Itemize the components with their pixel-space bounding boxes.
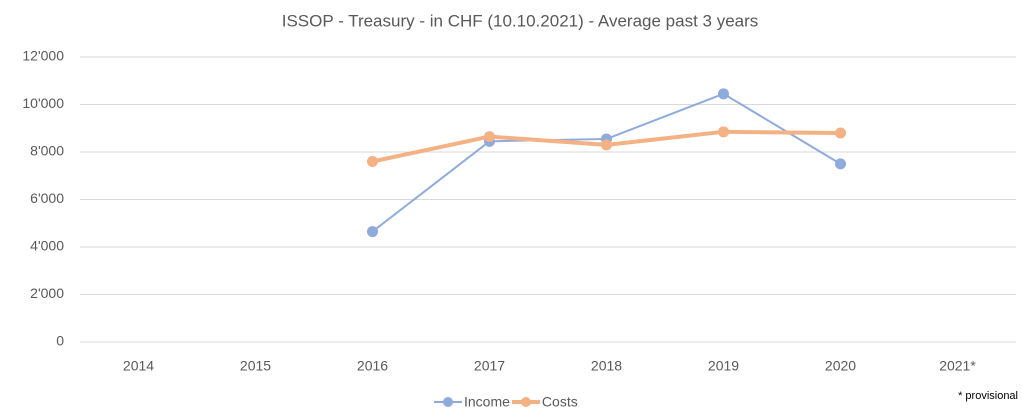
data-point bbox=[601, 139, 612, 151]
series-line bbox=[371, 92, 842, 233]
y-tick-label: 8'000 bbox=[30, 143, 64, 159]
x-tick-label: 2018 bbox=[591, 358, 622, 374]
y-tick-label: 2'000 bbox=[30, 285, 64, 301]
data-point bbox=[835, 158, 846, 170]
legend-label: Costs bbox=[542, 394, 578, 410]
data-point bbox=[718, 126, 729, 138]
legend-marker bbox=[520, 397, 531, 407]
legend-marker bbox=[443, 397, 453, 407]
y-tick-label: 0 bbox=[56, 333, 64, 349]
y-tick-label: 4'000 bbox=[30, 238, 64, 254]
legend-label: Income bbox=[464, 394, 510, 410]
chart-title: ISSOP - Treasury - in CHF (10.10.2021) -… bbox=[282, 11, 759, 30]
x-tick-label: 2020 bbox=[825, 358, 856, 374]
data-point bbox=[484, 131, 495, 143]
x-tick-label: 2016 bbox=[357, 358, 388, 374]
x-tick-label: 2014 bbox=[123, 358, 154, 374]
x-tick-label: 2019 bbox=[708, 358, 739, 374]
y-tick-label: 6'000 bbox=[30, 190, 64, 206]
x-tick-label: 2015 bbox=[240, 358, 271, 374]
data-point bbox=[718, 88, 729, 100]
y-tick-label: 10'000 bbox=[22, 95, 64, 111]
annotation: * provisional bbox=[958, 390, 1018, 402]
data-point bbox=[835, 127, 846, 139]
data-point bbox=[367, 226, 378, 238]
data-point bbox=[367, 156, 378, 167]
x-tick-label: 2021* bbox=[939, 358, 976, 374]
y-tick-label: 12'000 bbox=[22, 48, 64, 64]
x-tick-label: 2017 bbox=[474, 358, 505, 374]
